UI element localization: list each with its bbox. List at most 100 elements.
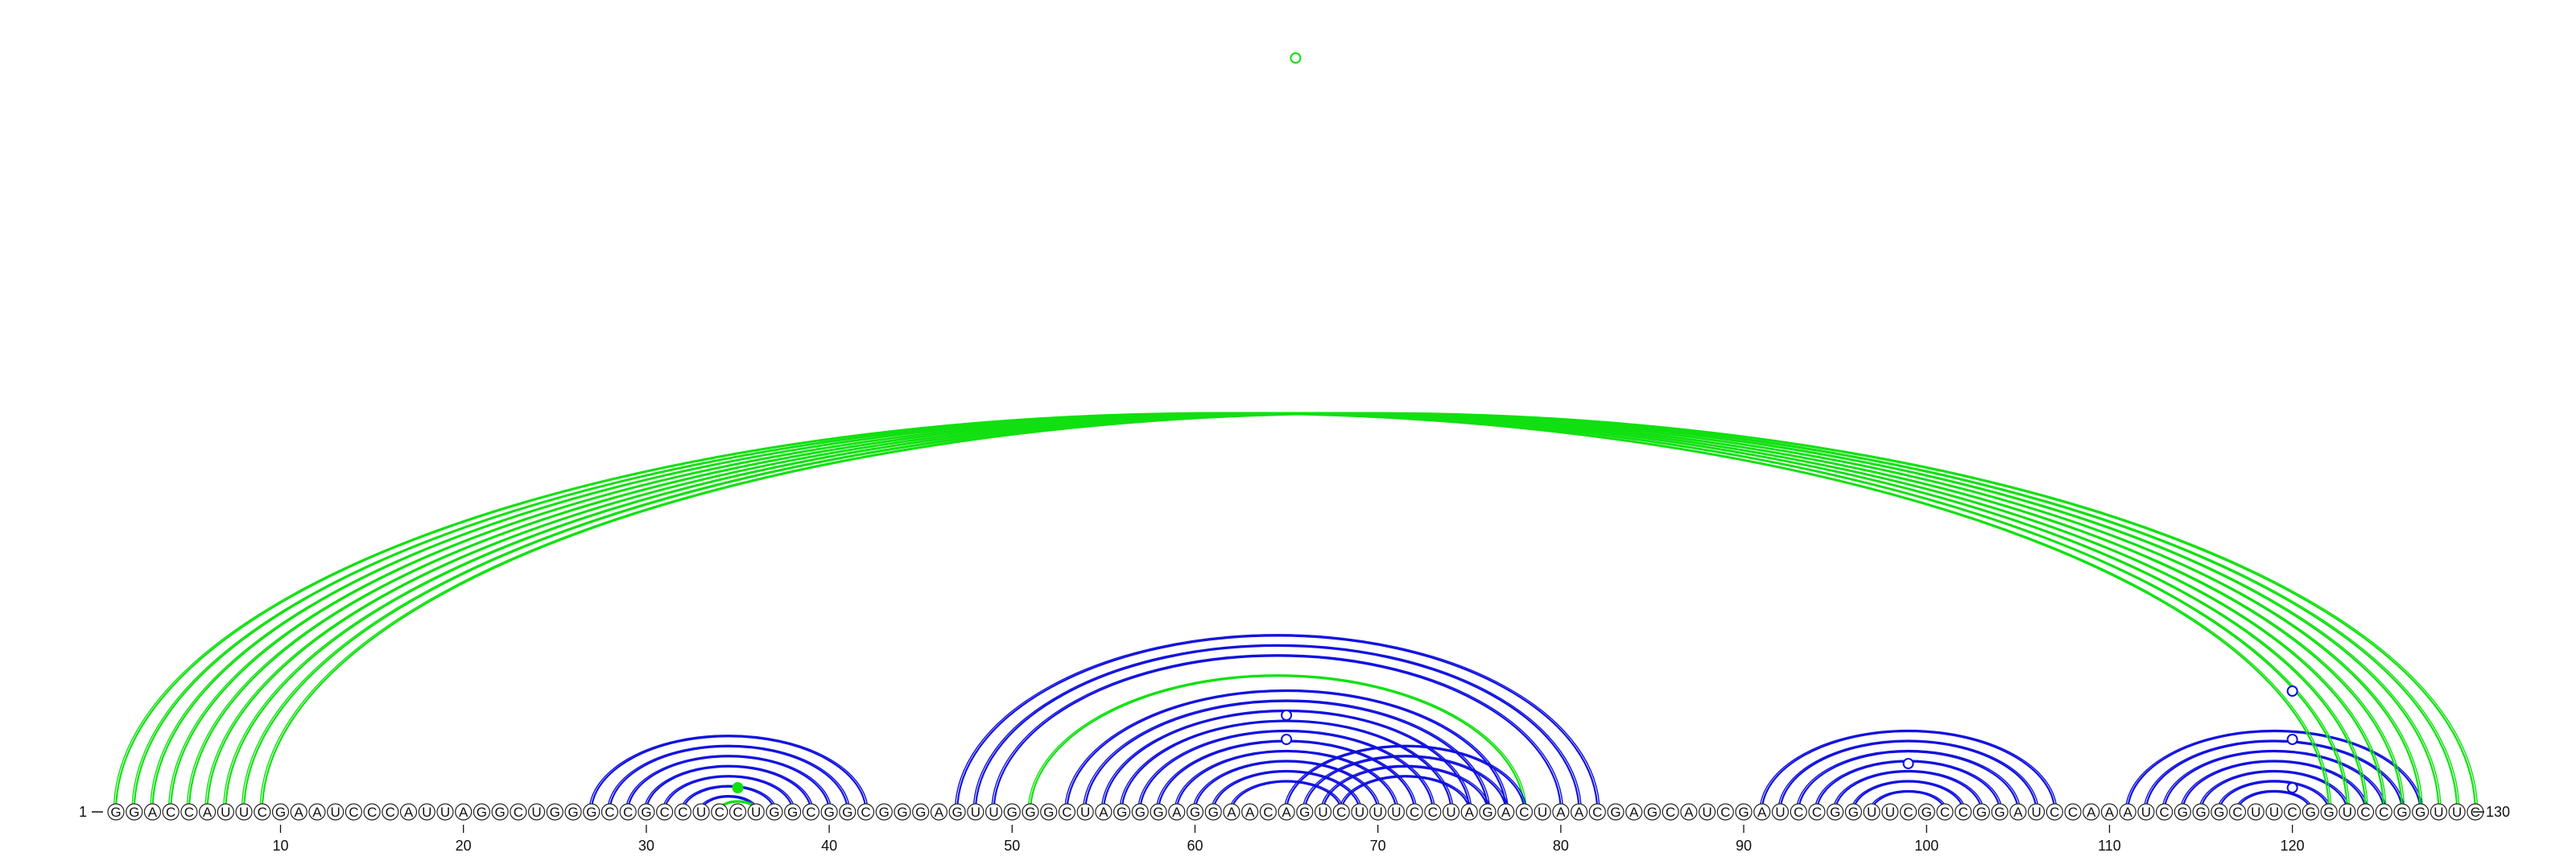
nucleotide-letter: U xyxy=(2269,805,2279,820)
base-pair-arc xyxy=(974,644,1580,813)
nucleotide-letter: G xyxy=(110,805,121,820)
base-pair-arc xyxy=(2127,730,2421,813)
base-pair-arc xyxy=(1027,674,1527,813)
nucleotide-circle xyxy=(1699,803,1716,821)
nucleotide-circle xyxy=(546,803,564,821)
base-pair-arc xyxy=(954,634,1600,813)
nucleotide-circle xyxy=(107,803,125,821)
base-pair-arc xyxy=(1759,729,2058,813)
nucleotide-circle xyxy=(1844,803,1862,821)
base-pair-arc xyxy=(2199,770,2348,813)
base-pair-arc xyxy=(2143,739,2405,813)
base-pair-arc xyxy=(1850,780,1967,813)
base-pair-arc xyxy=(1230,780,1343,813)
nucleotide-letter: G xyxy=(550,805,560,820)
nucleotide-circle xyxy=(1643,803,1662,821)
nucleotide-letter: C xyxy=(2068,805,2078,820)
sequence-end-label: 130 xyxy=(2486,804,2510,820)
base-pair-arc xyxy=(1761,730,2056,813)
nucleotide-circle xyxy=(2284,803,2301,821)
nucleotide-circle xyxy=(1095,803,1113,821)
nucleotide-circle xyxy=(1406,803,1423,821)
nucleotide-letter: U xyxy=(330,805,340,820)
nucleotide-letter: A xyxy=(1465,805,1475,820)
nucleotide-letter: U xyxy=(2343,805,2352,820)
nucleotide-letter: G xyxy=(2324,805,2334,820)
nucleotide-circle xyxy=(1058,803,1076,821)
nucleotide-circle xyxy=(564,803,582,821)
nucleotide-letter: G xyxy=(897,805,907,820)
nucleotide-letter: G xyxy=(568,805,578,820)
nucleotide-circle xyxy=(948,803,966,821)
nucleotide-circle xyxy=(527,803,546,821)
nucleotide-letter: U xyxy=(1702,805,1711,820)
nucleotide-circle xyxy=(2174,803,2191,821)
nucleotide-letter: C xyxy=(1519,805,1529,820)
nucleotide-letter: G xyxy=(1995,805,2005,820)
base-pair-arc xyxy=(972,644,1583,813)
nucleotide-circle xyxy=(2356,803,2375,821)
nucleotide-letter: C xyxy=(1410,805,1419,820)
tick-label: 50 xyxy=(1004,838,1020,854)
nucleotide-circle xyxy=(1022,803,1039,821)
nucleotide-circle xyxy=(1515,803,1534,821)
nucleotide-letter: A xyxy=(2087,805,2096,820)
nucleotide-letter: G xyxy=(586,805,597,820)
nucleotide-circle xyxy=(143,803,162,821)
nucleotide-circle xyxy=(1259,803,1277,821)
nucleotide-circle xyxy=(692,803,710,821)
nucleotide-circle xyxy=(1278,803,1295,821)
nucleotide-circle xyxy=(2028,803,2046,821)
base-pair-arc xyxy=(1283,744,1527,813)
base-pair-arc xyxy=(133,412,2348,813)
base-pair-arc xyxy=(1795,749,2021,813)
nucleotide-letter: C xyxy=(678,805,687,820)
nucleotide-circle xyxy=(1735,803,1752,821)
nucleotide-circle xyxy=(382,803,399,821)
nucleotide-circle xyxy=(875,803,893,821)
nucleotide-circle xyxy=(2429,803,2448,821)
base-pair-arc xyxy=(682,785,776,813)
nucleotide-letter: G xyxy=(1208,805,1219,820)
nucleotide-circle xyxy=(1040,803,1058,821)
base-pair-arc xyxy=(1192,760,1381,813)
tick-label: 80 xyxy=(1553,838,1569,854)
nucleotide-letter: A xyxy=(1575,805,1584,820)
nucleotide-circle xyxy=(1497,803,1515,821)
nucleotide-circle xyxy=(2211,803,2228,821)
arc-marker xyxy=(1281,734,1293,745)
nucleotide-letter: C xyxy=(1336,805,1346,820)
nucleotide-letter: C xyxy=(1720,805,1730,820)
nucleotide-circle xyxy=(729,803,747,821)
nucleotide-circle xyxy=(1972,803,1991,821)
nucleotide-letter: U xyxy=(1318,805,1327,820)
nucleotide-letter: A xyxy=(295,805,304,820)
nucleotide-circle xyxy=(345,803,362,821)
nucleotide-circle xyxy=(601,803,619,821)
base-pair-arc xyxy=(1302,755,1509,813)
nucleotide-letter: G xyxy=(1976,805,1987,820)
base-pair-arc xyxy=(1212,770,1361,813)
nucleotide-letter: C xyxy=(2232,805,2242,820)
nucleotide-letter: A xyxy=(1245,805,1255,820)
base-pair-arc xyxy=(1320,764,1491,813)
nucleotide-letter: C xyxy=(2288,805,2297,820)
nucleotide-circle xyxy=(162,803,180,821)
base-pair-arc xyxy=(1871,790,1946,813)
nucleotide-letter: C xyxy=(1903,805,1913,820)
nucleotide-letter: G xyxy=(1190,805,1200,820)
nucleotide-circle xyxy=(2247,803,2264,821)
base-pair-arc xyxy=(1137,729,1436,813)
nucleotide-circle xyxy=(290,803,308,821)
base-pair-arc xyxy=(2161,749,2387,813)
nucleotide-circle xyxy=(1186,803,1204,821)
nucleotide-circle xyxy=(1369,803,1387,821)
base-pair-arc xyxy=(2179,760,2368,813)
nucleotide-letter: A xyxy=(148,805,158,820)
base-pair-arc xyxy=(1139,730,1434,813)
nucleotide-letter: U xyxy=(1885,805,1895,820)
nucleotide-circle xyxy=(1936,803,1954,821)
base-pair-arc xyxy=(1174,749,1399,813)
tick-label: 100 xyxy=(1914,838,1938,854)
nucleotide-circle xyxy=(1241,803,1259,821)
